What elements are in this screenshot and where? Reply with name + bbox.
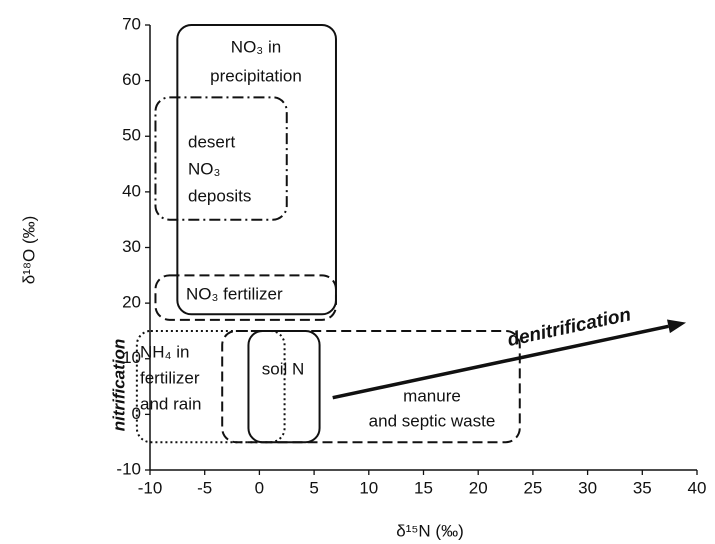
side-label: nitrification — [109, 339, 128, 432]
x-tick-label: -10 — [138, 478, 163, 497]
x-tick-label: 40 — [688, 478, 707, 497]
arrow-head — [666, 319, 687, 334]
region-label: and septic waste — [369, 411, 496, 430]
x-tick-label: 25 — [523, 478, 542, 497]
region — [135, 329, 286, 444]
x-tick-label: 0 — [255, 478, 264, 497]
region-label: manure — [403, 386, 461, 405]
arrow-shaft — [332, 324, 669, 400]
x-tick-label: 10 — [359, 478, 378, 497]
region — [176, 24, 337, 316]
region-label: fertilizer — [140, 368, 200, 387]
y-tick-label: 40 — [122, 181, 141, 200]
x-tick-label: 15 — [414, 478, 433, 497]
region-label: NO₃ in — [231, 37, 281, 56]
y-tick-label: 50 — [122, 126, 141, 145]
region — [154, 274, 337, 321]
y-tick-label: 70 — [122, 14, 141, 33]
region-label: NH₄ in — [140, 342, 189, 361]
x-tick-label: -5 — [197, 478, 212, 497]
region-label: deposits — [188, 186, 251, 205]
y-axis-label: δ¹⁸O (‰) — [19, 216, 38, 285]
region-label: precipitation — [210, 66, 302, 85]
region-label: and rain — [140, 394, 201, 413]
region — [247, 329, 321, 444]
y-tick-label: 0 — [132, 404, 141, 423]
y-tick-label: 60 — [122, 70, 141, 89]
region-label: NO₃ fertilizer — [186, 284, 283, 303]
x-tick-label: 35 — [633, 478, 652, 497]
x-tick-label: 30 — [578, 478, 597, 497]
y-tick-label: 10 — [122, 348, 141, 367]
region — [154, 96, 288, 221]
y-tick-label: -10 — [116, 459, 141, 478]
y-tick-label: 20 — [122, 293, 141, 312]
x-axis-label: δ¹⁵N (‰) — [396, 521, 464, 540]
x-tick-label: 5 — [309, 478, 318, 497]
region — [221, 329, 521, 444]
region-label: desert — [188, 132, 236, 151]
x-tick-label: 20 — [469, 478, 488, 497]
y-tick-label: 30 — [122, 237, 141, 256]
region-label: soil N — [262, 359, 305, 378]
arrow-label: denitrification — [506, 304, 633, 351]
region-label: NO₃ — [188, 159, 220, 178]
